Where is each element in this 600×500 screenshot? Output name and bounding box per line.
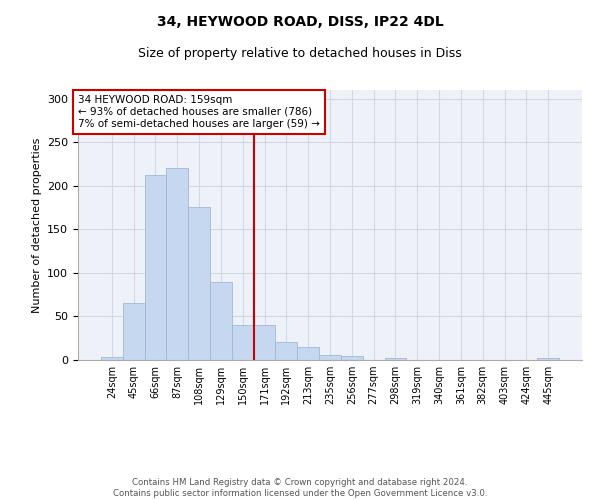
Bar [341,356,363,360]
Bar [537,358,559,360]
Bar [232,325,254,360]
Bar [101,356,123,360]
Bar [188,206,210,360]
Bar [319,355,341,360]
Bar [385,358,406,360]
Bar [145,176,166,360]
Bar [210,282,232,360]
Bar [123,304,145,360]
Bar [275,342,297,360]
Text: 34, HEYWOOD ROAD, DISS, IP22 4DL: 34, HEYWOOD ROAD, DISS, IP22 4DL [157,15,443,29]
Bar [297,347,319,360]
Y-axis label: Number of detached properties: Number of detached properties [32,138,41,312]
Bar [254,325,275,360]
Text: Size of property relative to detached houses in Diss: Size of property relative to detached ho… [138,48,462,60]
Text: Contains HM Land Registry data © Crown copyright and database right 2024.
Contai: Contains HM Land Registry data © Crown c… [113,478,487,498]
Bar [166,168,188,360]
Text: 34 HEYWOOD ROAD: 159sqm
← 93% of detached houses are smaller (786)
7% of semi-de: 34 HEYWOOD ROAD: 159sqm ← 93% of detache… [78,96,320,128]
